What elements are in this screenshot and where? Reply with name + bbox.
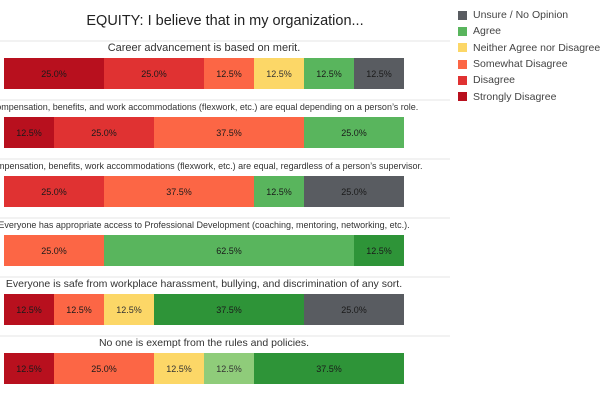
segment-label: 12.5% (16, 305, 42, 315)
segment-label: 37.5% (216, 305, 242, 315)
bar-segment (4, 235, 104, 266)
bar-segment (304, 117, 404, 148)
bar-segment (354, 235, 404, 266)
segment-label: 25.0% (41, 246, 67, 256)
row-label: Everyone is safe from workplace harassme… (6, 278, 402, 290)
legend-item: Unsure / No Opinion (458, 7, 600, 23)
legend-swatch (458, 59, 467, 69)
legend-swatch (458, 75, 467, 85)
legend-label: Somewhat Disagree (473, 58, 568, 71)
segment-label: 25.0% (41, 69, 67, 79)
segment-label: 25.0% (341, 305, 367, 315)
segment-label: 12.5% (316, 69, 342, 79)
bar-segment (154, 117, 304, 148)
bar-segment (4, 176, 104, 207)
segment-label: 12.5% (266, 187, 292, 197)
bar-segment (4, 353, 54, 384)
segment-label: 25.0% (341, 187, 367, 197)
legend-label: Disagree (473, 74, 516, 87)
bar-segment (304, 58, 354, 89)
bar-segment (104, 235, 354, 266)
segment-label: 12.5% (166, 364, 192, 374)
segment-label: 25.0% (41, 187, 67, 197)
chart-title: EQUITY: I believe that in my organizatio… (86, 13, 364, 29)
legend-swatch (458, 43, 467, 53)
bar-segment (204, 58, 254, 89)
legend-label: Unsure / No Opinion (473, 9, 569, 22)
legend-swatch (458, 26, 467, 36)
legend-item: Somewhat Disagree (458, 56, 600, 72)
segment-label: 12.5% (216, 364, 242, 374)
segment-label: 12.5% (216, 69, 242, 79)
row-label: No one is exempt from the rules and poli… (99, 337, 309, 349)
bar-segment (54, 117, 154, 148)
segment-label: 12.5% (266, 69, 292, 79)
legend-item: Disagree (458, 72, 600, 88)
segment-label: 12.5% (66, 305, 92, 315)
segment-label: 12.5% (16, 364, 42, 374)
row-label: Everyone has appropriate access to Profe… (0, 220, 410, 230)
segment-label: 12.5% (16, 128, 42, 138)
bar-segment (104, 58, 204, 89)
bar-segment (204, 353, 254, 384)
bar-segment (104, 294, 154, 325)
row-label: Career advancement is based on merit. (108, 42, 301, 54)
legend-label: Neither Agree nor Disagree (473, 41, 600, 54)
row-label: Compensation, benefits, and work accommo… (0, 102, 418, 112)
legend-label: Strongly Disagree (473, 90, 557, 103)
segment-label: 37.5% (216, 128, 242, 138)
segment-label: 25.0% (141, 69, 167, 79)
segment-label: 37.5% (316, 364, 342, 374)
segment-label: 25.0% (341, 128, 367, 138)
bar-segment (354, 58, 404, 89)
legend-item: Strongly Disagree (458, 88, 600, 104)
bar-segment (154, 294, 304, 325)
segment-label: 37.5% (166, 187, 192, 197)
bar-segment (254, 353, 404, 384)
bar-segment (4, 117, 54, 148)
segment-label: 25.0% (91, 128, 117, 138)
legend: Unsure / No Opinion Agree Neither Agree no… (458, 7, 600, 105)
legend-swatch (458, 92, 467, 102)
bar-segment (104, 176, 254, 207)
legend-label: Agree (473, 25, 502, 38)
bar-segment (54, 294, 104, 325)
segment-label: 25.0% (91, 364, 117, 374)
row-label: Compensation, benefits, work accommodati… (0, 161, 423, 171)
bar-segment (54, 353, 154, 384)
segment-label: 12.5% (116, 305, 142, 315)
legend-item: Agree (458, 23, 600, 39)
bar-segment (254, 58, 304, 89)
bar-segment (4, 294, 54, 325)
legend-swatch (458, 10, 467, 20)
bar-segment (304, 176, 404, 207)
segment-label: 12.5% (366, 69, 392, 79)
legend-item: Neither Agree nor Disagree (458, 40, 600, 56)
segment-label: 62.5% (216, 246, 242, 256)
bar-segment (4, 58, 104, 89)
bar-segment (254, 176, 304, 207)
segment-label: 12.5% (366, 246, 392, 256)
bar-segment (154, 353, 204, 384)
bar-segment (304, 294, 404, 325)
